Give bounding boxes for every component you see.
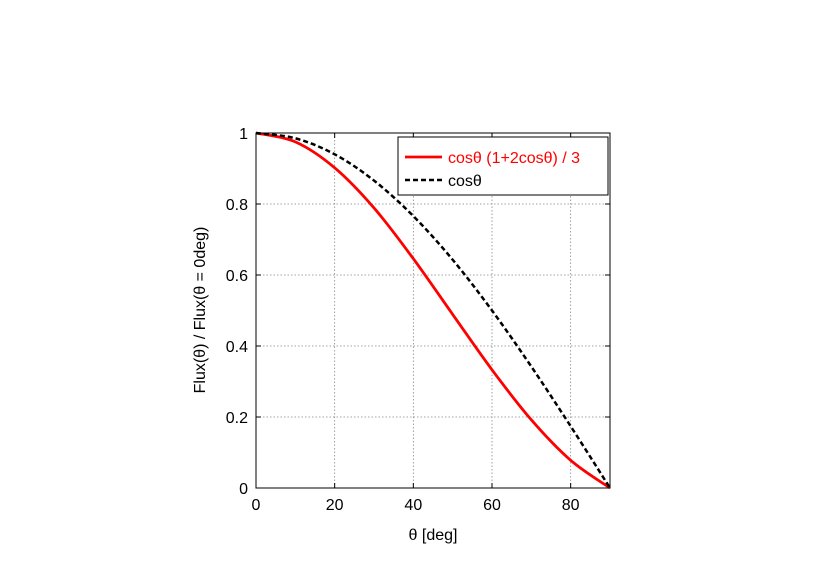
y-tick-label: 1: [239, 126, 248, 143]
x-axis-label: θ [deg]: [409, 527, 458, 544]
x-tick-label: 60: [483, 497, 501, 514]
y-tick-label: 0: [239, 481, 248, 498]
y-tick-label: 0.4: [226, 339, 248, 356]
y-tick-label: 0.6: [226, 268, 248, 285]
y-tick-label: 0.2: [226, 410, 248, 427]
y-tick-label: 0.8: [226, 197, 248, 214]
plot-frame: [255, 132, 611, 489]
x-tick-label: 40: [404, 497, 422, 514]
legend-entry-black: cosθ: [448, 173, 482, 190]
x-tick-label: 0: [252, 497, 261, 514]
series-line-1: [255, 131, 612, 489]
legend: cosθ (1+2cosθ) / 3 cosθ: [397, 136, 609, 196]
grid-lines: [256, 133, 610, 488]
series-layer: [255, 131, 612, 490]
series-line-0: [255, 131, 611, 490]
x-tick-label: 20: [326, 497, 344, 514]
y-axis-label: Flux(θ) / Flux(θ = 0deg): [192, 227, 209, 394]
legend-box: [397, 136, 609, 196]
tick-labels: 0 20 40 60 80 0 0.2 0.4 0.6 0.8 1: [226, 126, 580, 514]
legend-entry-red: cosθ (1+2cosθ) / 3: [448, 150, 580, 167]
x-tick-label: 80: [562, 497, 580, 514]
